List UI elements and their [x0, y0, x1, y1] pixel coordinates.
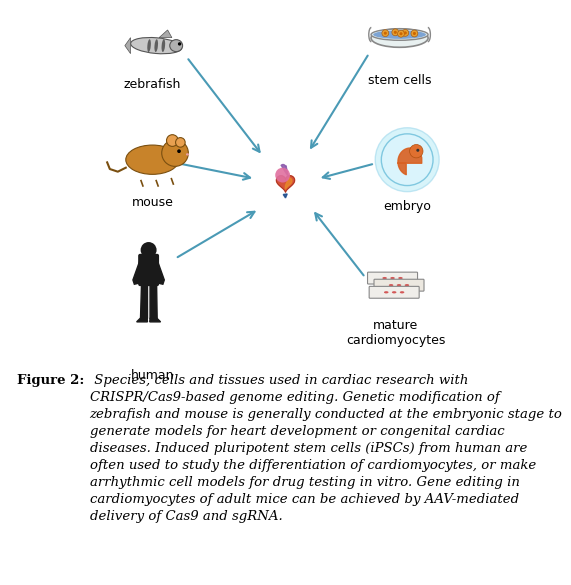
- Circle shape: [375, 128, 439, 192]
- FancyBboxPatch shape: [374, 279, 424, 291]
- Circle shape: [394, 31, 397, 34]
- Ellipse shape: [392, 291, 396, 294]
- Ellipse shape: [390, 277, 395, 279]
- Circle shape: [382, 30, 389, 37]
- Ellipse shape: [154, 39, 158, 52]
- Text: mature
cardiomyocytes: mature cardiomyocytes: [346, 319, 445, 347]
- Ellipse shape: [389, 284, 393, 286]
- Polygon shape: [276, 176, 295, 192]
- Ellipse shape: [397, 284, 401, 286]
- Polygon shape: [281, 164, 288, 177]
- Circle shape: [162, 140, 188, 166]
- Ellipse shape: [162, 39, 165, 52]
- Ellipse shape: [371, 29, 428, 40]
- Circle shape: [381, 134, 433, 185]
- FancyBboxPatch shape: [138, 254, 159, 286]
- FancyBboxPatch shape: [368, 272, 417, 284]
- Polygon shape: [159, 30, 172, 37]
- Ellipse shape: [170, 40, 183, 51]
- Text: zebrafish: zebrafish: [124, 78, 181, 91]
- Circle shape: [404, 32, 407, 35]
- Text: embryo: embryo: [383, 199, 431, 212]
- Polygon shape: [283, 194, 287, 198]
- Polygon shape: [150, 284, 157, 318]
- Circle shape: [140, 242, 156, 258]
- Ellipse shape: [383, 277, 387, 279]
- Ellipse shape: [400, 291, 404, 294]
- Text: Species, cells and tissues used in cardiac research with
CRISPR/Cas9-based genom: Species, cells and tissues used in cardi…: [90, 374, 562, 524]
- Ellipse shape: [147, 39, 151, 52]
- Polygon shape: [286, 178, 292, 190]
- Ellipse shape: [373, 30, 426, 39]
- Polygon shape: [136, 318, 147, 322]
- Circle shape: [397, 30, 404, 37]
- Circle shape: [409, 144, 423, 158]
- Circle shape: [384, 32, 387, 35]
- Circle shape: [400, 32, 403, 35]
- Circle shape: [411, 30, 418, 37]
- Circle shape: [175, 137, 185, 147]
- Ellipse shape: [398, 277, 403, 279]
- Text: stem cells: stem cells: [368, 74, 431, 87]
- Ellipse shape: [405, 284, 409, 286]
- Ellipse shape: [371, 29, 428, 47]
- Circle shape: [402, 29, 409, 36]
- Circle shape: [416, 149, 419, 152]
- FancyBboxPatch shape: [369, 287, 419, 298]
- Polygon shape: [156, 260, 164, 284]
- Circle shape: [177, 149, 181, 153]
- Ellipse shape: [131, 37, 182, 54]
- Circle shape: [392, 29, 399, 36]
- Polygon shape: [133, 260, 140, 284]
- Circle shape: [167, 135, 178, 146]
- Ellipse shape: [126, 145, 179, 174]
- Circle shape: [178, 42, 182, 46]
- Text: Figure 2:: Figure 2:: [17, 374, 85, 387]
- Polygon shape: [140, 284, 147, 318]
- Polygon shape: [125, 37, 131, 54]
- Ellipse shape: [186, 153, 189, 156]
- Circle shape: [413, 32, 416, 35]
- Circle shape: [275, 168, 290, 183]
- Text: mouse: mouse: [131, 196, 174, 209]
- Ellipse shape: [384, 291, 388, 294]
- Text: human: human: [131, 369, 174, 382]
- Polygon shape: [150, 318, 160, 322]
